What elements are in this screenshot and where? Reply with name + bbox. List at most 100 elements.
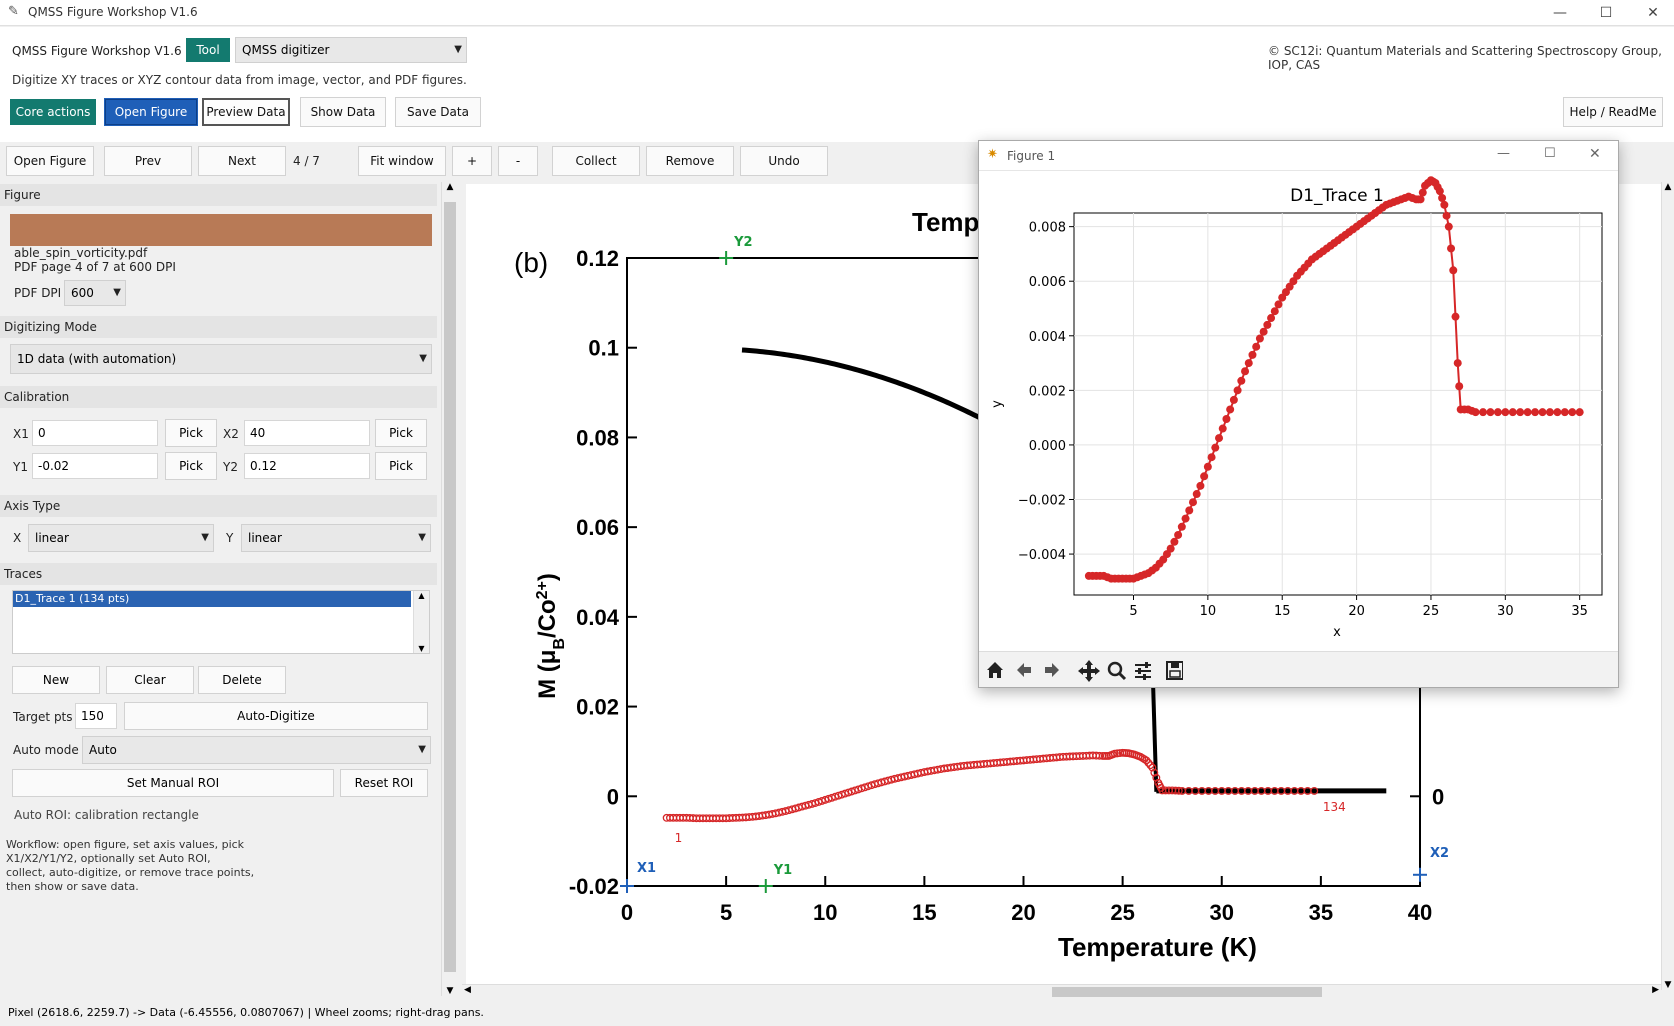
trace-point — [1192, 490, 1201, 499]
open-figure-button[interactable]: Open Figure — [104, 98, 198, 126]
chevron-down-icon: ▼ — [201, 532, 209, 543]
home-icon[interactable] — [987, 662, 1003, 678]
target-pts-field[interactable]: 150 — [75, 703, 117, 729]
trace-point — [1575, 408, 1584, 417]
back-icon[interactable] — [1017, 663, 1031, 677]
toolbar-open-figure-button[interactable]: Open Figure — [6, 146, 94, 176]
y-axis-type-label: Y — [226, 531, 234, 545]
new-trace-button[interactable]: New — [12, 666, 100, 694]
trace-point-marker — [1174, 786, 1183, 795]
collect-button[interactable]: Collect — [552, 146, 640, 176]
y2-pick-button[interactable]: Pick — [375, 452, 427, 480]
zoom-in-button[interactable]: + — [452, 146, 492, 176]
y-axis-type-select[interactable]: linear ▼ — [241, 524, 431, 552]
x-tick-label: 10 — [813, 900, 837, 925]
delete-trace-button[interactable]: Delete — [198, 666, 286, 694]
minimize-button[interactable]: — — [1553, 5, 1567, 21]
auto-mode-value: Auto — [89, 743, 117, 757]
help-button[interactable]: Help / ReadMe — [1563, 97, 1663, 127]
figure1-plot[interactable]: D1_Trace 1 5 10 15 20 25 30 35 −0.004 −0.002 0.00… — [979, 171, 1618, 651]
x1-field[interactable]: 0 — [32, 420, 158, 446]
workflow-line: then show or save data. — [6, 880, 139, 893]
trace-point — [1453, 359, 1462, 368]
pan-icon[interactable] — [1078, 660, 1100, 682]
trace-list-item[interactable]: D1_Trace 1 (134 pts) — [13, 591, 411, 607]
left-panel-scrollbar[interactable]: ▲ ▼ — [441, 182, 458, 996]
trace-point-marker — [1142, 756, 1151, 765]
figure-panel-header: Figure — [0, 184, 437, 206]
traces-listbox[interactable]: D1_Trace 1 (134 pts) ▲ ▼ — [12, 590, 430, 654]
trace-point — [1181, 514, 1190, 523]
trace-point — [1170, 537, 1179, 546]
scrollbar-thumb[interactable] — [444, 202, 456, 972]
preview-data-button[interactable]: Preview Data — [202, 98, 290, 126]
tool-select[interactable]: QMSS digitizer ▼ — [235, 37, 467, 63]
figure1-window[interactable]: ✷ Figure 1 — ☐ ✕ D1_Trace 1 5 10 15 20 25 30 3… — [978, 140, 1619, 688]
configure-icon[interactable] — [1135, 662, 1151, 680]
scroll-down-icon: ▼ — [446, 986, 454, 996]
canvas-vertical-scrollbar[interactable]: ▲ ▼ — [1661, 182, 1674, 990]
reset-roi-button[interactable]: Reset ROI — [340, 769, 428, 797]
trace-point — [1435, 187, 1444, 196]
trace-point — [1442, 211, 1451, 220]
close-button[interactable]: ✕ — [1647, 5, 1659, 21]
y1-pick-button[interactable]: Pick — [165, 452, 217, 480]
zoom-out-button[interactable]: - — [498, 146, 538, 176]
pdf-dpi-select[interactable]: 600 ▼ — [64, 280, 126, 306]
trace-point — [1229, 395, 1238, 404]
save-icon[interactable] — [1166, 661, 1183, 680]
trace-point — [1174, 530, 1183, 539]
forward-icon[interactable] — [1045, 663, 1059, 677]
x-tick-label: 20 — [1348, 604, 1365, 619]
y-tick-label: 0.008 — [1029, 221, 1066, 236]
y1-label: Y1 — [13, 460, 28, 474]
y1-field[interactable]: -0.02 — [32, 453, 158, 479]
fit-window-button[interactable]: Fit window — [358, 146, 446, 176]
figure1-close-button[interactable]: ✕ — [1589, 146, 1601, 162]
trace-point-marker — [1144, 758, 1153, 767]
set-manual-roi-button[interactable]: Set Manual ROI — [12, 769, 334, 797]
next-button[interactable]: Next — [198, 146, 286, 176]
scroll-right-icon: ▶ — [1652, 985, 1659, 995]
clear-trace-button[interactable]: Clear — [106, 666, 194, 694]
chevron-down-icon: ▼ — [113, 287, 121, 298]
y-tick-label: 0.04 — [576, 605, 620, 630]
x-tick-label: 35 — [1571, 604, 1588, 619]
show-data-button[interactable]: Show Data — [300, 97, 386, 127]
figure-color-swatch — [10, 214, 432, 246]
y2-field[interactable]: 0.12 — [244, 453, 370, 479]
traces-scrollbar[interactable]: ▲ ▼ — [413, 591, 429, 653]
x-axis-type-select[interactable]: linear ▼ — [28, 524, 214, 552]
trace-point — [1545, 408, 1554, 417]
trace-point — [1177, 522, 1186, 531]
prev-button[interactable]: Prev — [104, 146, 192, 176]
auto-digitize-button[interactable]: Auto-Digitize — [124, 702, 428, 730]
core-actions-label: Core actions — [10, 99, 96, 125]
maximize-button[interactable]: ☐ — [1599, 5, 1613, 21]
y-tick-label: 0.12 — [576, 246, 619, 271]
canvas-horizontal-scrollbar[interactable]: ◀ ▶ — [462, 984, 1661, 998]
x-tick-label: 10 — [1200, 604, 1217, 619]
workflow-help: Workflow: open figure, set axis values, … — [6, 838, 426, 894]
trace-point — [1263, 320, 1272, 329]
trace-point — [1479, 408, 1488, 417]
figure1-maximize-button[interactable]: ☐ — [1544, 146, 1556, 161]
figure1-titlebar: ✷ Figure 1 — ☐ ✕ — [979, 141, 1618, 171]
trace-point — [1185, 506, 1194, 515]
digitizing-mode-select[interactable]: 1D data (with automation) ▼ — [10, 344, 432, 374]
x-tick-label: 15 — [912, 900, 936, 925]
save-data-button[interactable]: Save Data — [395, 97, 481, 127]
source-figure[interactable]: Temp (b) 0 5 10 15 20 25 30 35 40-0.0200.020.040… — [466, 184, 1661, 990]
auto-mode-select[interactable]: Auto ▼ — [82, 736, 431, 764]
trace-point — [1444, 222, 1453, 231]
figure1-minimize-button[interactable]: — — [1497, 146, 1510, 161]
undo-button[interactable]: Undo — [740, 146, 828, 176]
x2-field[interactable]: 40 — [244, 420, 370, 446]
app-name: QMSS Figure Workshop V1.6 — [12, 44, 182, 58]
figure1-grid — [1074, 213, 1602, 595]
x2-pick-button[interactable]: Pick — [375, 419, 427, 447]
h-scrollbar-thumb[interactable] — [1052, 987, 1322, 997]
zoom-icon[interactable] — [1107, 661, 1127, 681]
remove-button[interactable]: Remove — [646, 146, 734, 176]
x1-pick-button[interactable]: Pick — [165, 419, 217, 447]
